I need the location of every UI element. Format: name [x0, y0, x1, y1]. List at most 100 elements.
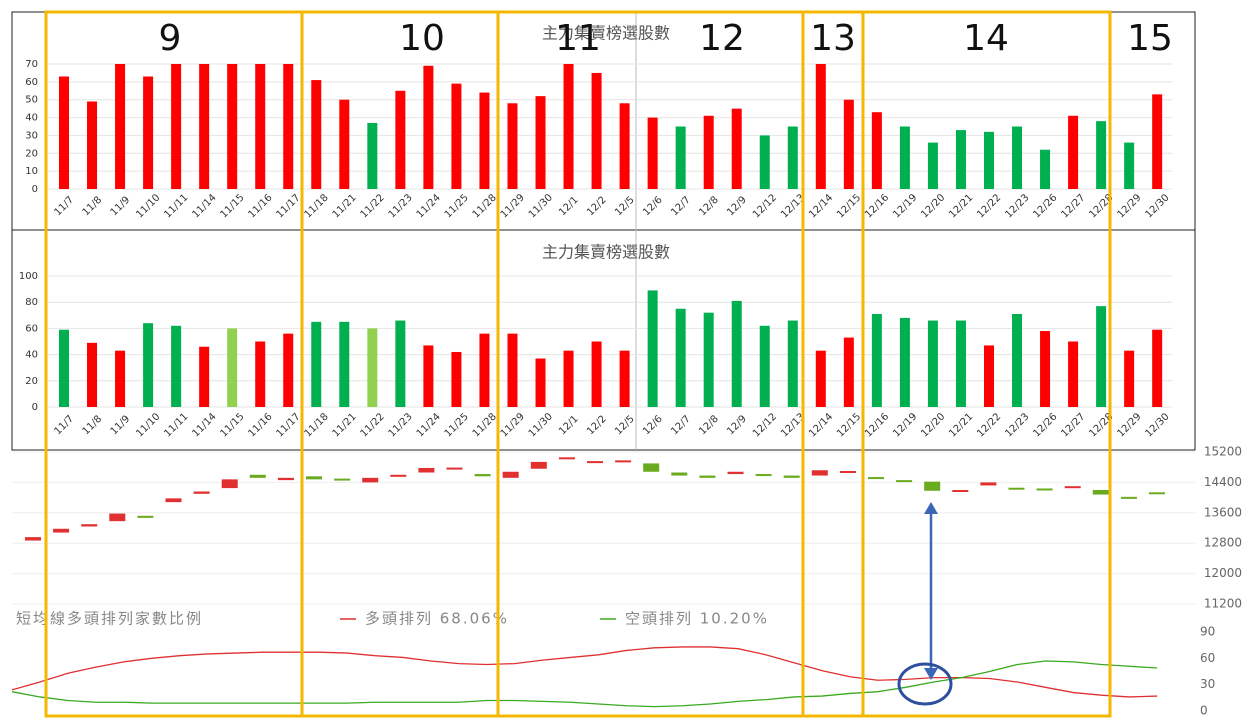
x-tick-label: 12/6 — [641, 195, 665, 219]
y-tick-label: 11200 — [1204, 597, 1242, 611]
candle-body — [671, 472, 688, 476]
x-tick-label: 11/24 — [415, 192, 443, 220]
x-tick-label: 11/17 — [275, 411, 303, 439]
bar — [87, 101, 98, 189]
bar — [1068, 115, 1079, 189]
bar — [1152, 94, 1163, 189]
bar — [479, 92, 490, 189]
candle-body — [615, 460, 632, 463]
bar — [703, 115, 714, 189]
x-tick-label: 11/18 — [303, 411, 331, 439]
bar — [955, 130, 966, 189]
bar — [927, 320, 938, 407]
bar — [143, 323, 154, 407]
bar — [1012, 313, 1023, 407]
candle-body — [1036, 488, 1053, 491]
candle-body — [811, 470, 828, 476]
week-label: 14 — [963, 18, 1009, 59]
y-tick-label: 12800 — [1204, 536, 1242, 550]
y-tick-label: 40 — [25, 113, 38, 124]
candle-body — [81, 524, 98, 527]
bar — [815, 64, 826, 189]
bar — [507, 333, 518, 407]
chart-title: 主力集賣榜選股數 — [542, 243, 670, 262]
bar — [843, 337, 854, 407]
x-tick-label: 12/7 — [669, 414, 693, 438]
bar — [367, 122, 378, 189]
bar — [255, 64, 266, 189]
x-tick-label: 11/16 — [246, 411, 274, 439]
week-label: 10 — [399, 18, 445, 59]
x-tick-label: 12/1 — [557, 195, 581, 219]
bar — [227, 64, 238, 189]
bar — [255, 341, 266, 407]
y-tick-label: 0 — [32, 184, 38, 195]
bar — [339, 99, 350, 189]
x-tick-label: 12/27 — [1059, 411, 1087, 439]
week-label: 11 — [555, 18, 601, 59]
bar — [451, 83, 462, 189]
x-tick-label: 11/17 — [275, 192, 303, 220]
x-tick-label: 11/9 — [109, 195, 133, 219]
bar — [395, 90, 406, 189]
x-tick-label: 12/19 — [891, 192, 919, 220]
bar — [171, 64, 182, 189]
bar — [311, 80, 322, 189]
bar — [199, 64, 210, 189]
candle-body — [446, 467, 463, 470]
x-tick-label: 12/1 — [557, 414, 581, 438]
x-tick-label: 12/19 — [891, 411, 919, 439]
x-tick-label: 12/30 — [1143, 192, 1171, 220]
bar — [787, 126, 798, 189]
candle-body — [896, 480, 913, 483]
x-tick-label: 12/2 — [585, 195, 609, 219]
x-tick-label: 11/30 — [527, 411, 555, 439]
bar — [1012, 126, 1023, 189]
bar — [283, 64, 294, 189]
x-tick-label: 12/23 — [1003, 411, 1031, 439]
x-tick-label: 12/8 — [697, 195, 721, 219]
bar — [423, 345, 434, 407]
highlight-box — [861, 10, 1112, 718]
x-tick-label: 11/28 — [471, 192, 499, 220]
week-label: 12 — [699, 18, 745, 59]
x-tick-label: 12/29 — [1115, 192, 1143, 220]
bar — [563, 350, 574, 407]
bar — [1096, 306, 1107, 407]
bar — [731, 300, 742, 407]
arrow-head — [924, 502, 938, 514]
y-tick-label: 80 — [25, 297, 38, 308]
y-tick-label: 40 — [25, 350, 38, 361]
bar — [675, 308, 686, 407]
bar — [1068, 341, 1079, 407]
candle-body — [1064, 486, 1081, 489]
bar — [983, 131, 994, 189]
x-tick-label: 12/16 — [863, 411, 891, 439]
x-tick-label: 11/10 — [134, 411, 162, 439]
bar — [563, 64, 574, 189]
bar — [731, 108, 742, 189]
x-tick-label: 12/22 — [975, 192, 1003, 220]
candle-body — [277, 477, 294, 481]
x-tick-label: 11/10 — [134, 192, 162, 220]
bar — [675, 126, 686, 189]
x-tick-label: 11/22 — [359, 411, 387, 439]
x-tick-label: 11/8 — [81, 195, 105, 219]
bar — [227, 328, 238, 407]
y-tick-label: 90 — [1200, 625, 1215, 639]
legend-label: 多頭排列 68.06% — [365, 610, 509, 628]
bar — [171, 325, 182, 407]
y-tick-label: 0 — [32, 402, 38, 413]
bar — [87, 342, 98, 407]
week-label: 13 — [810, 18, 856, 59]
x-tick-label: 12/16 — [863, 192, 891, 220]
x-tick-label: 12/5 — [613, 195, 637, 219]
x-tick-label: 12/15 — [835, 192, 863, 220]
candle-body — [587, 461, 603, 464]
x-tick-label: 11/11 — [162, 192, 190, 220]
bar — [115, 64, 126, 189]
bar — [1040, 149, 1051, 189]
x-tick-label: 11/30 — [527, 192, 555, 220]
x-tick-label: 12/21 — [947, 192, 975, 220]
week-label: 9 — [159, 18, 182, 59]
